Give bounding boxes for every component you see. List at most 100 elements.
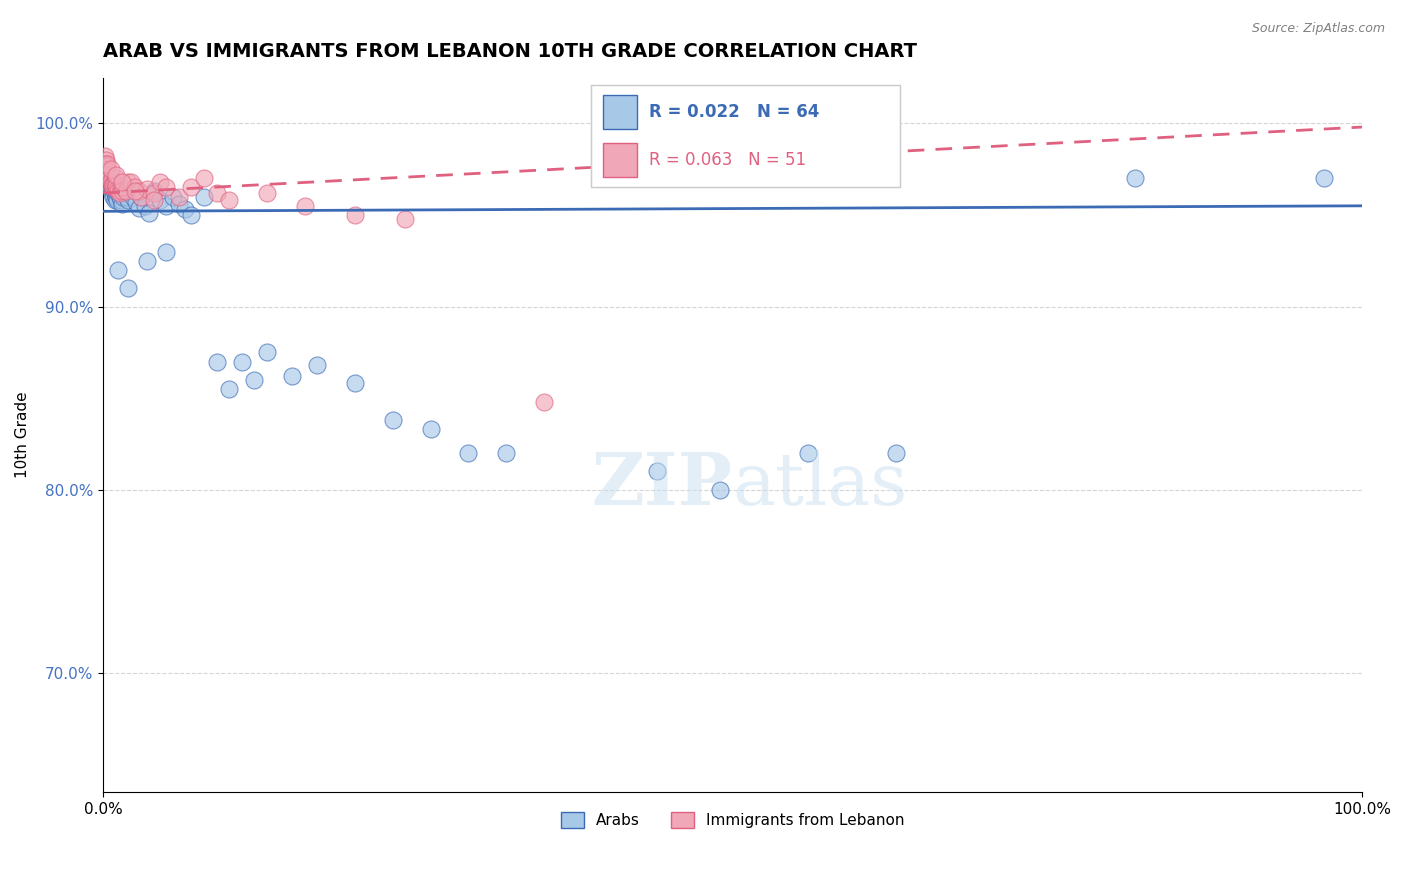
Point	[205, 186, 228, 200]
Point	[344, 208, 367, 222]
Point	[256, 345, 278, 359]
Point	[142, 184, 165, 198]
Point	[104, 175, 127, 189]
Point	[100, 175, 122, 189]
Point	[120, 184, 142, 198]
Point	[294, 199, 316, 213]
Point	[104, 178, 127, 193]
Point	[136, 253, 159, 268]
Point	[96, 159, 118, 173]
Point	[381, 413, 404, 427]
Point	[105, 194, 128, 208]
Point	[117, 194, 139, 208]
Point	[103, 177, 125, 191]
Point	[218, 194, 240, 208]
Point	[167, 189, 190, 203]
Bar	[603, 95, 637, 128]
Point	[394, 211, 416, 226]
Point	[97, 175, 120, 189]
Point	[104, 184, 127, 198]
Point	[94, 157, 117, 171]
Point	[107, 263, 129, 277]
Point	[96, 162, 118, 177]
Point	[495, 446, 517, 460]
Point	[96, 157, 118, 171]
Point	[111, 197, 134, 211]
Point	[307, 358, 329, 372]
Point	[103, 182, 125, 196]
Point	[149, 175, 172, 189]
Point	[112, 189, 135, 203]
Point	[155, 180, 177, 194]
Point	[193, 189, 215, 203]
Point	[155, 199, 177, 213]
Point	[111, 175, 134, 189]
Point	[104, 168, 127, 182]
Point	[142, 194, 165, 208]
Point	[281, 369, 304, 384]
Point	[104, 171, 127, 186]
Point	[98, 169, 121, 184]
Point	[136, 182, 159, 196]
Point	[104, 178, 127, 193]
Point	[138, 206, 160, 220]
Point	[101, 178, 124, 193]
Point	[115, 189, 138, 203]
Point	[122, 189, 145, 203]
Point	[96, 171, 118, 186]
Point	[124, 180, 146, 194]
Point	[884, 446, 907, 460]
Point	[149, 194, 172, 208]
Text: R = 0.063   N = 51: R = 0.063 N = 51	[650, 151, 807, 169]
Point	[100, 175, 122, 189]
Point	[256, 186, 278, 200]
Point	[231, 354, 253, 368]
Point	[174, 202, 197, 217]
Point	[134, 199, 156, 213]
Point	[142, 186, 165, 200]
Point	[104, 194, 127, 208]
Point	[125, 195, 148, 210]
Point	[110, 180, 132, 194]
Point	[104, 186, 127, 200]
Point	[129, 189, 152, 203]
Point	[115, 182, 138, 196]
Text: Source: ZipAtlas.com: Source: ZipAtlas.com	[1251, 22, 1385, 36]
Point	[103, 180, 125, 194]
Point	[111, 184, 134, 198]
Bar	[603, 144, 637, 177]
Point	[97, 168, 120, 182]
Point	[533, 394, 555, 409]
Point	[107, 184, 129, 198]
Point	[108, 186, 131, 200]
Text: atlas: atlas	[733, 450, 908, 520]
Point	[162, 189, 184, 203]
Point	[1313, 171, 1336, 186]
Point	[108, 189, 131, 203]
Point	[117, 175, 139, 189]
Point	[94, 153, 117, 167]
Y-axis label: 10th Grade: 10th Grade	[15, 392, 30, 478]
Point	[105, 182, 128, 196]
Point	[114, 186, 136, 200]
Point	[97, 164, 120, 178]
Point	[93, 149, 115, 163]
Text: ARAB VS IMMIGRANTS FROM LEBANON 10TH GRADE CORRELATION CHART: ARAB VS IMMIGRANTS FROM LEBANON 10TH GRA…	[103, 42, 917, 61]
Point	[218, 382, 240, 396]
Legend: Arabs, Immigrants from Lebanon: Arabs, Immigrants from Lebanon	[555, 806, 910, 834]
Point	[344, 376, 367, 391]
Point	[180, 208, 202, 222]
Point	[457, 446, 479, 460]
Point	[107, 186, 129, 200]
Point	[98, 178, 121, 193]
Point	[101, 177, 124, 191]
Point	[797, 446, 820, 460]
Point	[129, 189, 152, 203]
Point	[100, 182, 122, 196]
Point	[205, 354, 228, 368]
Point	[98, 171, 121, 186]
Point	[101, 178, 124, 193]
Point	[709, 483, 731, 497]
Point	[94, 162, 117, 177]
Point	[98, 171, 121, 186]
